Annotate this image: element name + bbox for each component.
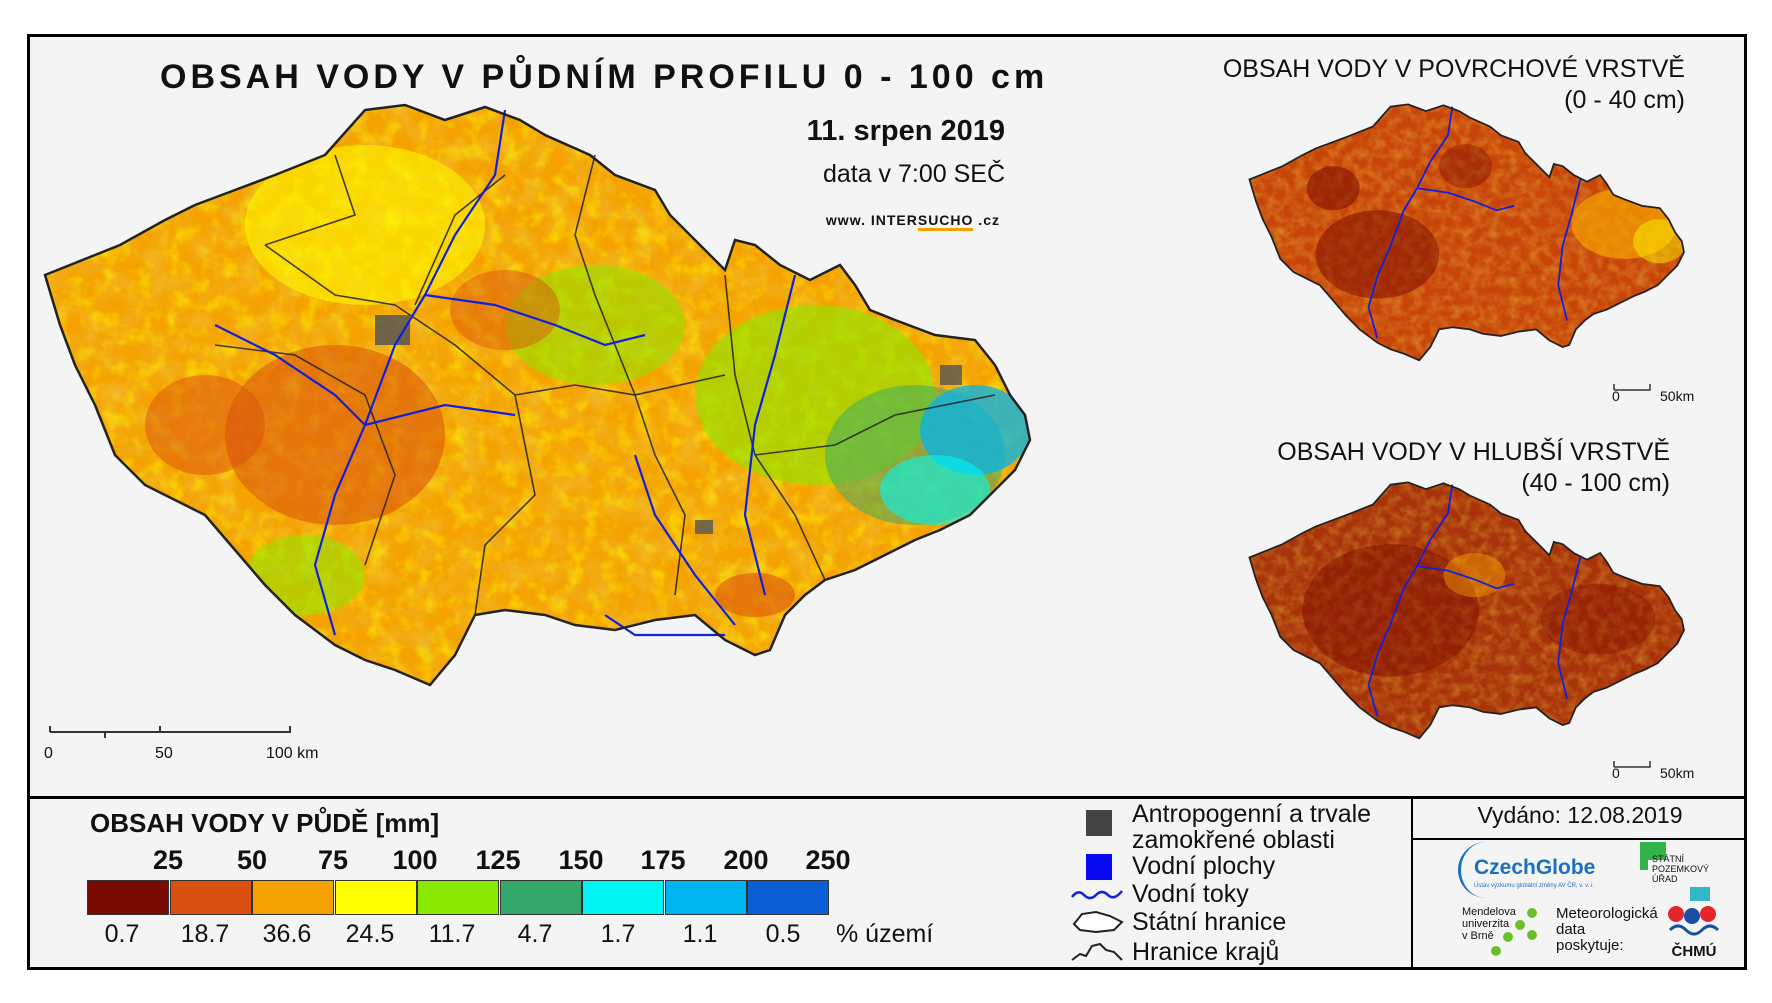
legend-pct-9: 0.5 (765, 920, 801, 948)
legend-pct-3: 36.6 (262, 920, 312, 948)
legend-break-50: 50 (236, 845, 268, 875)
inset-surface-scale-0: 0 (1612, 388, 1620, 404)
legend-break-75: 75 (317, 845, 349, 875)
legend-swatch-9 (747, 880, 829, 915)
mendel-logo-dots (1491, 908, 1537, 956)
anthropogenic-swatch (1086, 810, 1112, 836)
legend-pct-2: 18.7 (180, 920, 230, 948)
legend-break-25: 25 (152, 845, 184, 875)
main-scale-bar (49, 726, 291, 738)
czechglobe-tagline: Ústav výzkumu globální změny AV ČR, v. v… (1474, 883, 1595, 889)
inset-deep-map (1248, 481, 1685, 740)
inset-deep-scale-0: 0 (1612, 765, 1620, 781)
legend-divider (27, 796, 1747, 799)
inset-deep-scale-bar (1613, 761, 1651, 768)
legend-swatch-3 (252, 880, 334, 915)
footer-divider (1411, 796, 1413, 970)
main-map (43, 103, 1032, 687)
legend-pct-5: 11.7 (428, 920, 476, 948)
legend-break-100: 100 (392, 845, 438, 875)
water-body-swatch (1086, 854, 1112, 880)
czechglobe-logo (1458, 842, 1585, 898)
data-time: data v 7:00 SEČ (822, 160, 1005, 188)
river-icon (1071, 890, 1123, 900)
czechglobe-name: CzechGlobe (1474, 856, 1596, 879)
legend-pct-1: 0.7 (104, 920, 140, 948)
legend-swatch-2 (169, 880, 252, 915)
scale-tick-50: 50 (155, 745, 173, 762)
state-border-icon (1072, 910, 1124, 934)
legend-pct-4: 24.5 (345, 920, 395, 948)
chmu-logo-mark (1668, 906, 1720, 936)
regional-border-label: Hranice krajů (1132, 938, 1280, 966)
spu-logo-mark-stem (1640, 860, 1648, 870)
main-title: OBSAH VODY V PŮDNÍM PROFILU 0 - 100 cm (160, 58, 1049, 96)
inset-surface-map (1248, 103, 1685, 362)
spu-logo-mark (1640, 842, 1666, 860)
inset-surface-scale-50: 50km (1660, 388, 1695, 404)
scale-tick-100: 100 km (266, 745, 319, 762)
legend-pct-6: 4.7 (517, 920, 553, 948)
spu-logo-text: STÁTNÍ POZEMKOVÝ ÚŘAD (1652, 854, 1710, 884)
legend-break-125: 125 (475, 845, 521, 875)
regional-border-icon (1071, 942, 1123, 961)
inset-deep-subtitle: (40 - 100 cm) (1521, 469, 1670, 497)
legend-title: OBSAH VODY V PŮDĚ [mm] (90, 808, 440, 838)
inset-surface-scale-bar (1613, 384, 1651, 391)
anthropogenic-label-1: Antropogenní a trvale (1132, 800, 1372, 828)
legend-break-150: 150 (558, 845, 604, 875)
legend-swatch-6 (499, 880, 582, 915)
legend-break-175: 175 (640, 845, 686, 875)
mendel-logo-text: Mendelova univerzita v Brně (1462, 906, 1516, 942)
legend-swatch-5 (417, 880, 499, 915)
legend-pct-8: 1.1 (682, 920, 718, 948)
inset-deep-scale-50: 50km (1660, 765, 1695, 781)
state-border-label: Státní hranice (1132, 908, 1287, 936)
legend-swatch-8 (664, 880, 747, 915)
met-data-text: Meteorologická data poskytuje: (1556, 905, 1658, 954)
legend-swatch-1 (87, 880, 169, 915)
website-link[interactable]: www. INTERSUCHO .cz (760, 212, 1000, 231)
issued-date: Vydáno: 12.08.2019 (1477, 802, 1683, 828)
map-date: 11. srpen 2019 (806, 115, 1005, 147)
chmu-name: ČHMÚ (1671, 943, 1717, 960)
anthropogenic-label-2: zamokřené oblasti (1132, 826, 1335, 854)
legend-percent-label: % území (836, 920, 934, 948)
chmu-logo-bar (1690, 887, 1710, 901)
rivers-label: Vodní toky (1132, 880, 1249, 908)
legend-break-200: 200 (723, 845, 769, 875)
scale-tick-0: 0 (44, 745, 53, 762)
inset-deep-title: OBSAH VODY V HLUBŠÍ VRSTVĚ (1277, 438, 1670, 466)
inset-surface-title: OBSAH VODY V POVRCHOVÉ VRSTVĚ (1222, 55, 1685, 83)
inset-surface-subtitle: (0 - 40 cm) (1564, 86, 1685, 114)
legend-swatch-7 (582, 880, 664, 915)
legend-swatch-4 (334, 880, 417, 915)
issued-divider (1413, 838, 1747, 840)
legend-break-250: 250 (805, 845, 851, 875)
water-bodies-label: Vodní plochy (1132, 852, 1276, 880)
legend-pct-7: 1.7 (600, 920, 636, 948)
